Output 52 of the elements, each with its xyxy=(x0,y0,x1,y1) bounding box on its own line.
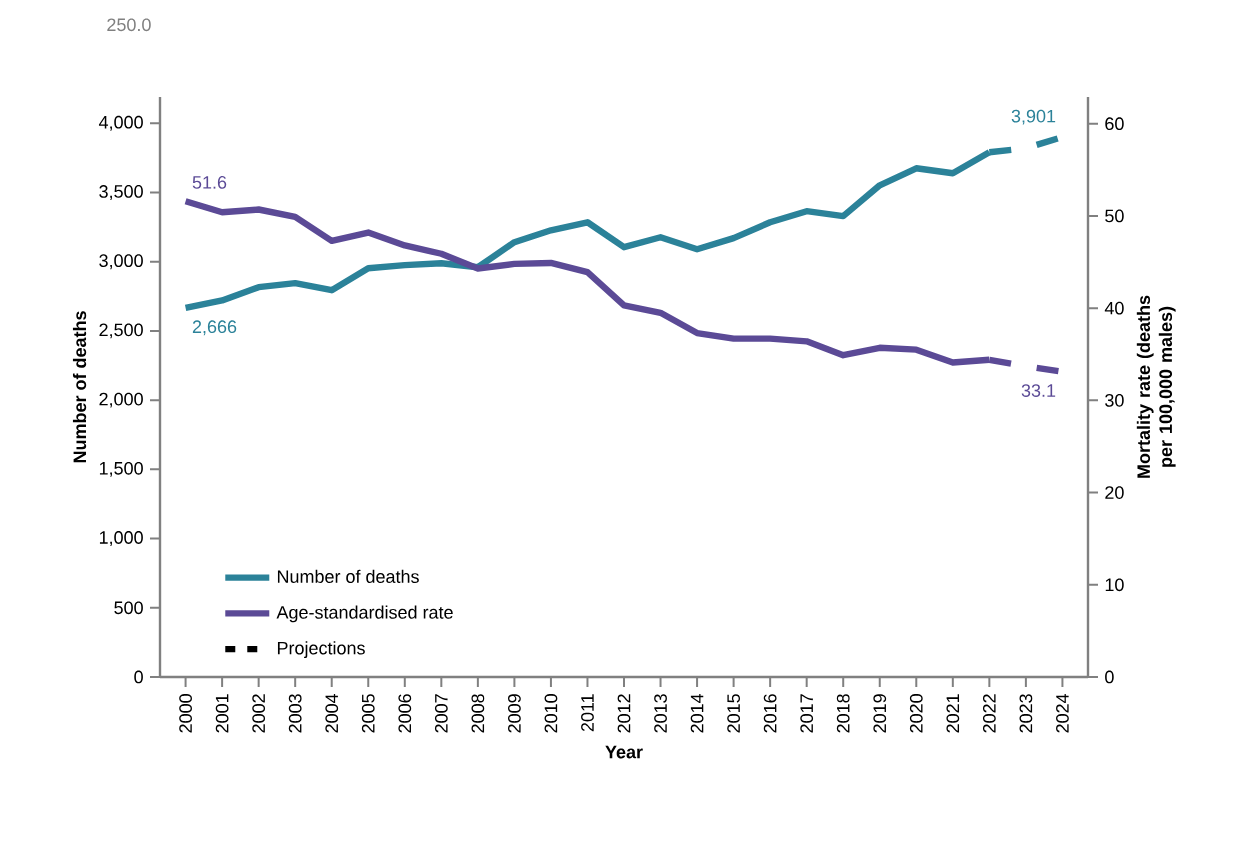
x-tick-label: 2000 xyxy=(179,694,192,733)
x-tick-label: 2017 xyxy=(800,694,814,733)
x-tick-label: 2019 xyxy=(873,694,887,733)
legend-label: Number of deaths xyxy=(277,569,419,583)
y-axis-title: Number of deaths xyxy=(72,311,87,463)
x-tick-label: 2001 xyxy=(215,694,229,733)
x-tick-label: 2009 xyxy=(508,694,521,733)
y2-tick-label: 60 xyxy=(1105,117,1124,131)
legend-label: Age-standardised rate xyxy=(276,605,453,623)
y2-tick-label: 10 xyxy=(1105,578,1124,592)
x-tick-label: 2022 xyxy=(982,694,996,733)
data-label: 3,901 xyxy=(1011,109,1056,125)
text: 250.0 xyxy=(107,18,151,32)
y2-tick-label: 30 xyxy=(1105,393,1124,407)
data-label: 33.1 xyxy=(1021,384,1056,397)
x-tick-label: 2007 xyxy=(434,694,448,733)
y-tick-label: 3,000 xyxy=(99,254,143,270)
data-label: 51.6 xyxy=(192,176,227,189)
x-tick-label: 2024 xyxy=(1056,693,1069,733)
x-tick-label: 2020 xyxy=(909,694,923,733)
x-tick-label: 2016 xyxy=(763,694,777,733)
x-tick-label: 2011 xyxy=(581,694,594,732)
x-tick-label: 2018 xyxy=(836,694,850,733)
y-tick-label: 500 xyxy=(114,601,143,615)
y-tick-label: 2,500 xyxy=(99,323,143,339)
data-label: 2,666 xyxy=(192,320,237,336)
y-tick-label: 3,500 xyxy=(99,185,143,200)
y2-tick-label: 20 xyxy=(1105,486,1124,499)
legend-label: Projections xyxy=(277,641,365,659)
x-tick-label: 2003 xyxy=(288,694,302,733)
x-tick-label: 2008 xyxy=(471,694,485,733)
x-tick-label: 2010 xyxy=(544,694,558,733)
x-tick-label: 2005 xyxy=(361,694,375,733)
y2-axis-title: Mortality rate (deaths per 100,000 males) xyxy=(1136,295,1176,478)
y2-tick-label: 40 xyxy=(1104,301,1124,315)
y-tick-label: 0 xyxy=(134,670,143,684)
x-tick-label: 2002 xyxy=(252,694,266,733)
y-tick-label: 1,500 xyxy=(99,461,143,477)
x-axis-title: Year xyxy=(605,745,643,759)
x-tick-label: 2006 xyxy=(398,694,412,733)
y-tick-label: 1,000 xyxy=(99,531,143,546)
x-tick-label: 2015 xyxy=(727,694,740,733)
y-tick-label: 4,000 xyxy=(98,115,143,131)
y2-tick-label: 50 xyxy=(1105,209,1124,223)
x-tick-label: 2014 xyxy=(690,693,704,733)
x-tick-label: 2013 xyxy=(654,694,667,733)
x-tick-label: 2012 xyxy=(617,694,631,733)
y-tick-label: 2,000 xyxy=(99,392,143,408)
y2-tick-label: 0 xyxy=(1105,670,1114,684)
x-tick-label: 2023 xyxy=(1019,694,1033,733)
x-tick-label: 2004 xyxy=(325,693,339,733)
x-tick-label: 2021 xyxy=(946,694,960,733)
